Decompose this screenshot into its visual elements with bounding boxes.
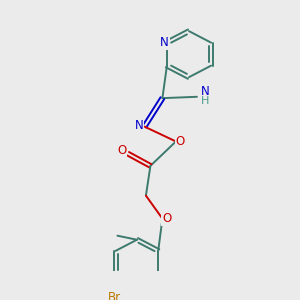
Text: N: N xyxy=(160,36,169,49)
Text: O: O xyxy=(117,144,127,158)
Text: H: H xyxy=(201,96,209,106)
Text: N: N xyxy=(135,119,143,132)
Text: O: O xyxy=(176,135,185,148)
Text: O: O xyxy=(162,212,172,225)
Text: Br: Br xyxy=(107,291,121,300)
Text: N: N xyxy=(201,85,210,98)
